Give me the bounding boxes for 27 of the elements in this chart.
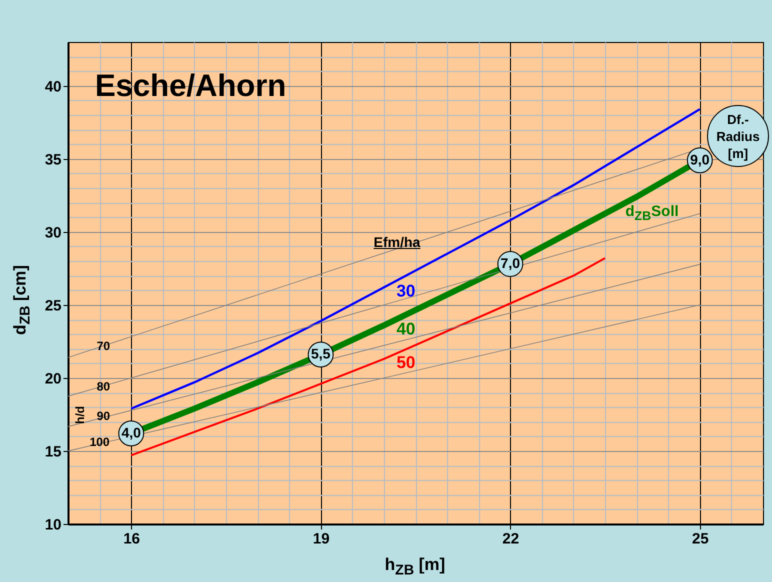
annotation: d$_{ZB}$Soll bbox=[625, 203, 679, 223]
annotation: 80 bbox=[96, 380, 110, 394]
series-label: 50 bbox=[396, 352, 416, 372]
x-tick-label: 19 bbox=[312, 530, 330, 548]
annotation: 70 bbox=[96, 338, 110, 353]
annotation: h/d bbox=[73, 406, 87, 424]
x-tick-label: 25 bbox=[692, 530, 709, 548]
x-tick-label: 16 bbox=[123, 530, 140, 548]
annotation: 90 bbox=[96, 408, 110, 423]
annotation: Efm/ha bbox=[374, 234, 420, 250]
annotation: 9,0 bbox=[690, 151, 710, 168]
annotation: 5,5 bbox=[310, 346, 331, 362]
y-tick-label: 35 bbox=[44, 151, 62, 168]
series-label: 30 bbox=[396, 281, 416, 300]
annotation: 4,0 bbox=[121, 424, 142, 440]
x-tick-label: 22 bbox=[502, 530, 520, 548]
y-tick-label: 10 bbox=[44, 516, 62, 534]
y-tick-label: 20 bbox=[44, 370, 62, 388]
y-tick-label: 30 bbox=[44, 224, 62, 242]
y-tick-label: 25 bbox=[44, 297, 62, 314]
annotation: 100 bbox=[90, 435, 110, 450]
y-tick-label: 15 bbox=[44, 443, 62, 460]
annotation: 7,0 bbox=[500, 255, 520, 272]
annotation: Df.- Radius [m] bbox=[716, 112, 760, 160]
y-tick-label: 40 bbox=[44, 78, 62, 96]
x-axis-title: h$_{ZB}$ [m] bbox=[384, 555, 446, 578]
series-label: 40 bbox=[396, 319, 416, 338]
